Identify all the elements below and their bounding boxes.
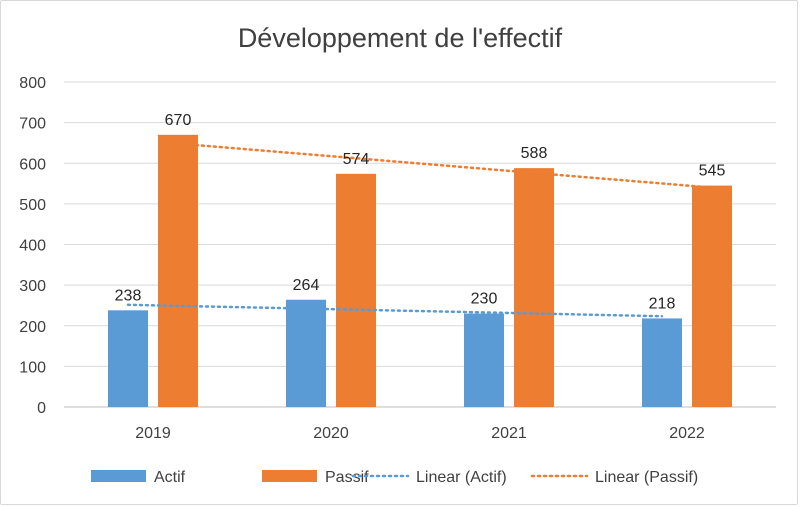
y-tick-label: 700 xyxy=(19,116,46,133)
legend-swatch-actif xyxy=(91,470,146,482)
y-tick-label: 300 xyxy=(19,278,46,295)
bar-passif xyxy=(336,173,376,407)
x-tick-label: 2020 xyxy=(313,425,349,442)
data-label-actif: 218 xyxy=(649,295,676,312)
x-tick-label: 2022 xyxy=(669,425,705,442)
trendlines xyxy=(126,142,714,318)
bar-actif xyxy=(464,313,504,407)
data-label-passif: 670 xyxy=(165,112,192,129)
legend-label: Linear (Passif) xyxy=(595,469,698,486)
y-tick-label: 800 xyxy=(19,75,46,92)
chart-title: Développement de l'effectif xyxy=(238,23,563,53)
data-label-passif: 588 xyxy=(521,145,548,162)
data-label-actif: 238 xyxy=(115,287,142,304)
bars xyxy=(108,134,732,407)
legend-label: Passif xyxy=(325,469,369,486)
data-label-passif: 545 xyxy=(699,163,726,180)
bar-passif xyxy=(158,134,198,407)
bar-passif xyxy=(692,185,732,407)
x-tick-label: 2019 xyxy=(135,425,171,442)
y-tick-label: 600 xyxy=(19,156,46,173)
data-label-actif: 264 xyxy=(293,277,320,294)
legend-swatch-passif xyxy=(262,470,317,482)
data-labels: 238 670 264 574 230 588 218 545 xyxy=(115,112,726,313)
trendline-passif xyxy=(176,142,714,189)
y-tick-label: 500 xyxy=(19,197,46,214)
legend: Actif Passif Linear (Actif) Linear (Passif) xyxy=(91,469,698,486)
bar-actif xyxy=(642,318,682,407)
data-label-passif: 574 xyxy=(343,151,370,168)
trendline-actif xyxy=(126,303,664,318)
y-tick-label: 100 xyxy=(19,359,46,376)
bar-actif xyxy=(108,310,148,407)
x-axis-ticks: 2019 2020 2021 2022 xyxy=(135,425,705,442)
bar-actif xyxy=(286,299,326,407)
legend-label: Linear (Actif) xyxy=(416,469,507,486)
y-tick-label: 0 xyxy=(37,400,46,417)
legend-label: Actif xyxy=(154,469,186,486)
bar-passif xyxy=(514,168,554,407)
y-axis-ticks: 0 100 200 300 400 500 600 700 800 xyxy=(19,75,46,417)
data-label-actif: 230 xyxy=(471,291,498,308)
x-tick-label: 2021 xyxy=(491,425,527,442)
y-tick-label: 400 xyxy=(19,238,46,255)
y-tick-label: 200 xyxy=(19,319,46,336)
